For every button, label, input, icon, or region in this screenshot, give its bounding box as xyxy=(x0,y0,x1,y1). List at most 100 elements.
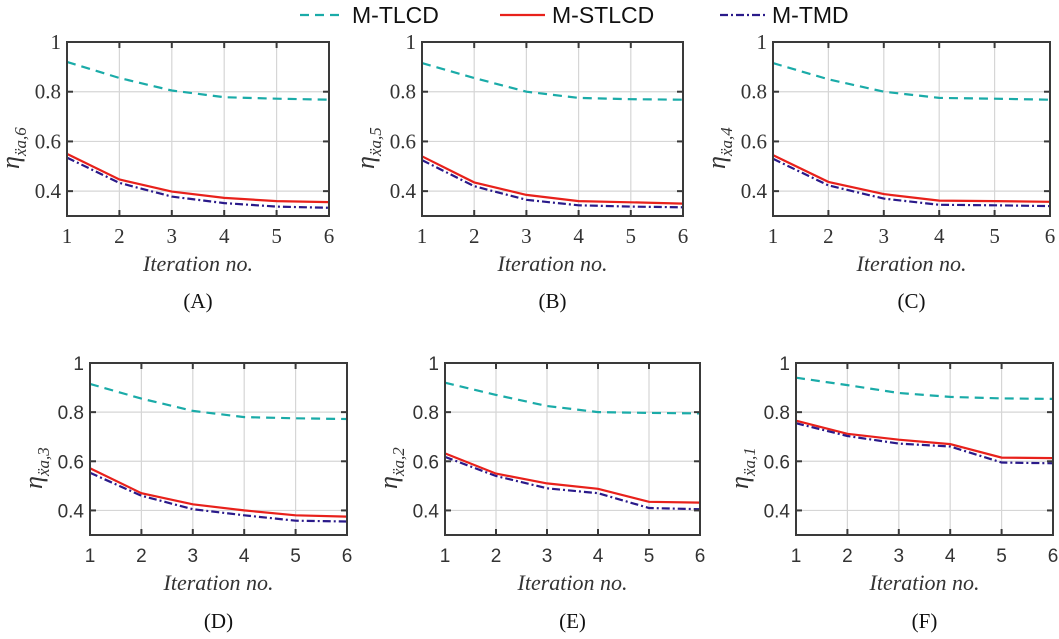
axes-box xyxy=(795,362,1054,536)
x-tick-label: 1 xyxy=(440,546,451,567)
x-tick-label: 1 xyxy=(417,224,428,248)
series-line-m-tmd xyxy=(66,156,330,209)
y-axis-label: ηẍa,3 xyxy=(19,447,53,489)
series-line-m-stlcd xyxy=(444,452,701,504)
x-tick-label: 2 xyxy=(469,224,480,248)
series-line-m-tlcd xyxy=(444,381,701,415)
legend-entry-m-tlcd: M-TLCD xyxy=(300,2,439,28)
x-axis-label: Iteration no. xyxy=(142,251,253,276)
x-tick-label: 3 xyxy=(542,546,553,567)
panel-label: (E) xyxy=(559,609,586,633)
y-axis-label: ηẍa,4 xyxy=(702,127,736,169)
x-tick-label: 6 xyxy=(1045,224,1056,248)
y-tick-label: 0.4 xyxy=(764,501,791,522)
x-axis-label: Iteration no. xyxy=(163,570,274,595)
x-tick-label: 6 xyxy=(678,224,689,248)
x-tick-label: 5 xyxy=(626,224,637,248)
axes-box xyxy=(772,41,1051,217)
y-tick-label: 1 xyxy=(73,354,84,375)
x-tick-label: 2 xyxy=(114,224,125,248)
y-tick-label: 0.6 xyxy=(390,129,416,153)
axes-box xyxy=(444,362,701,536)
series-line-m-stlcd xyxy=(772,154,1051,203)
x-tick-label: 4 xyxy=(219,224,230,248)
y-axis-label-subscript: ẍa,6 xyxy=(11,127,30,157)
series-line-m-stlcd xyxy=(795,419,1054,460)
x-tick-label: 6 xyxy=(695,546,706,567)
y-axis-label: ηẍa,2 xyxy=(374,447,408,489)
y-axis-label-symbol: η xyxy=(374,476,403,489)
y-tick-label: 0.6 xyxy=(413,452,439,473)
y-axis-label-subscript: ẍa,1 xyxy=(740,447,759,477)
series-line-m-tmd xyxy=(772,157,1051,208)
y-tick-label: 0.4 xyxy=(741,179,768,203)
x-axis-label: Iteration no. xyxy=(869,570,980,595)
subplot-a: 1 2 3 4 5 6 0.4 0.6 0.8 1 Iteration no. ηẍa,6 (A) xyxy=(0,30,334,313)
y-tick-label: 0.8 xyxy=(390,80,416,104)
y-tick-label: 1 xyxy=(51,30,62,54)
series-line-m-tmd xyxy=(421,159,684,209)
x-tick-label: 5 xyxy=(989,224,1000,248)
x-tick-label: 4 xyxy=(573,224,584,248)
series-line-m-tlcd xyxy=(772,62,1051,101)
legend-entry-m-tmd: M-TMD xyxy=(720,2,849,28)
series-line-m-stlcd xyxy=(66,152,330,204)
subplot-e: 1 2 3 4 5 6 0.4 0.6 0.8 1 Iteration no. ηẍa,2 (E) xyxy=(374,354,705,633)
y-tick-label: 0.8 xyxy=(413,403,439,424)
series-line-m-tlcd xyxy=(66,60,330,101)
y-tick-label: 0.6 xyxy=(764,452,790,473)
y-axis-label: ηẍa,5 xyxy=(351,127,385,169)
x-axis-label: Iteration no. xyxy=(497,251,608,276)
x-tick-label: 3 xyxy=(521,224,532,248)
series-line-m-tlcd xyxy=(421,62,684,101)
legend: M-TLCD M-STLCD M-TMD xyxy=(300,2,849,28)
series-line-m-tmd xyxy=(444,455,701,511)
subplot-d: 1 2 3 4 5 6 0.4 0.6 0.8 1 Iteration no. ηẍa,3 (D) xyxy=(19,354,352,633)
y-tick-label: 0.8 xyxy=(58,403,84,424)
y-tick-label: 0.8 xyxy=(764,403,790,424)
x-tick-label: 4 xyxy=(239,546,250,567)
axes-box xyxy=(89,362,348,536)
x-tick-label: 5 xyxy=(290,546,301,567)
x-tick-label: 1 xyxy=(791,546,802,567)
x-tick-label: 4 xyxy=(945,546,956,567)
y-axis-label: ηẍa,1 xyxy=(725,447,759,489)
y-axis-label-subscript: ẍa,3 xyxy=(34,447,53,477)
x-tick-label: 5 xyxy=(644,546,655,567)
y-tick-label: 0.6 xyxy=(741,129,767,153)
y-axis-label-subscript: ẍa,4 xyxy=(717,127,736,157)
y-axis-label-subscript: ẍa,5 xyxy=(366,127,385,157)
y-tick-label: 1 xyxy=(779,354,790,375)
x-tick-label: 3 xyxy=(167,224,178,248)
x-tick-label: 1 xyxy=(768,224,779,248)
subplot-f: 1 2 3 4 5 6 0.4 0.6 0.8 1 Iteration no. ηẍa,1 (F) xyxy=(725,354,1058,633)
y-tick-label: 1 xyxy=(757,30,768,54)
y-axis-label-subscript: ẍa,2 xyxy=(389,447,408,477)
legend-label: M-TLCD xyxy=(352,2,439,28)
x-axis-label: Iteration no. xyxy=(856,251,967,276)
x-tick-label: 6 xyxy=(1048,546,1059,567)
x-tick-label: 1 xyxy=(62,224,73,248)
subplot-b: 1 2 3 4 5 6 0.4 0.6 0.8 1 Iteration no. ηẍa,5 (B) xyxy=(351,30,688,313)
x-tick-label: 1 xyxy=(85,546,96,567)
x-tick-label: 6 xyxy=(342,546,353,567)
x-tick-label: 4 xyxy=(934,224,945,248)
legend-entry-m-stlcd: M-STLCD xyxy=(500,2,654,28)
series-line-m-stlcd xyxy=(89,467,348,518)
x-tick-label: 2 xyxy=(823,224,834,248)
y-axis-label-symbol: η xyxy=(702,156,731,169)
y-tick-label: 1 xyxy=(406,30,417,54)
x-tick-label: 3 xyxy=(894,546,905,567)
panel-label: (D) xyxy=(204,609,233,633)
series-line-m-tlcd xyxy=(795,376,1054,400)
axes-box xyxy=(66,41,330,217)
y-axis-label: ηẍa,6 xyxy=(0,127,30,169)
x-tick-label: 6 xyxy=(324,224,335,248)
panel-label: (F) xyxy=(912,609,938,633)
x-tick-label: 2 xyxy=(491,546,502,567)
y-tick-label: 1 xyxy=(428,354,439,375)
series-line-m-tmd xyxy=(795,422,1054,465)
panel-label: (C) xyxy=(898,289,926,313)
series-line-m-tlcd xyxy=(89,382,348,421)
